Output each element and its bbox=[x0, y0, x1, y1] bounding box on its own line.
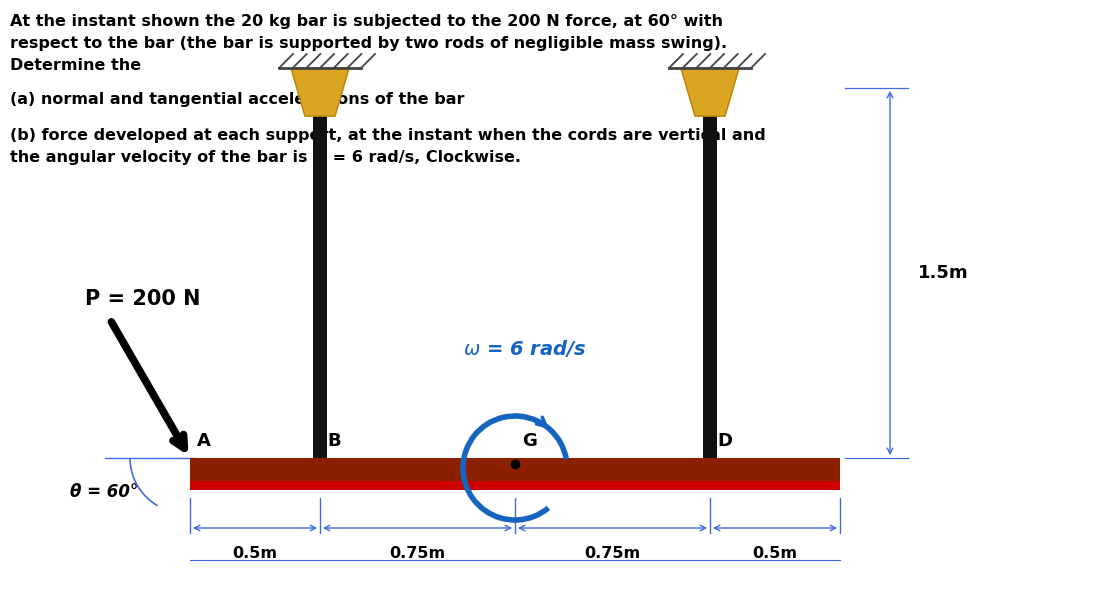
Text: respect to the bar (the bar is supported by two rods of negligible mass swing).: respect to the bar (the bar is supported… bbox=[10, 36, 728, 51]
Text: 0.5m: 0.5m bbox=[233, 546, 277, 561]
Text: the angular velocity of the bar is ω = 6 rad/s, Clockwise.: the angular velocity of the bar is ω = 6… bbox=[10, 150, 521, 165]
Text: A: A bbox=[197, 432, 211, 450]
Text: 0.5m: 0.5m bbox=[753, 546, 797, 561]
Text: θ = 60°: θ = 60° bbox=[70, 483, 139, 501]
Bar bbox=[190, 458, 840, 490]
Text: D: D bbox=[718, 432, 732, 450]
Text: P = 200 N: P = 200 N bbox=[85, 290, 201, 309]
Polygon shape bbox=[681, 68, 739, 116]
Text: G: G bbox=[522, 432, 537, 450]
Text: 0.75m: 0.75m bbox=[584, 546, 641, 561]
Bar bbox=[313, 68, 327, 458]
Text: At the instant shown the 20 kg bar is subjected to the 200 N force, at 60° with: At the instant shown the 20 kg bar is su… bbox=[10, 14, 723, 29]
Text: (b) force developed at each support, at the instant when the cords are vertical : (b) force developed at each support, at … bbox=[10, 128, 765, 143]
Polygon shape bbox=[291, 68, 349, 116]
Bar bbox=[703, 68, 718, 458]
Text: 0.75m: 0.75m bbox=[389, 546, 446, 561]
Text: 1.5m: 1.5m bbox=[918, 264, 968, 282]
Text: $\omega$ = 6 rad/s: $\omega$ = 6 rad/s bbox=[464, 338, 587, 359]
Text: B: B bbox=[327, 432, 340, 450]
Text: Determine the: Determine the bbox=[10, 58, 141, 73]
Bar bbox=[190, 481, 840, 490]
Text: (a) normal and tangential accelerations of the bar: (a) normal and tangential accelerations … bbox=[10, 92, 465, 107]
